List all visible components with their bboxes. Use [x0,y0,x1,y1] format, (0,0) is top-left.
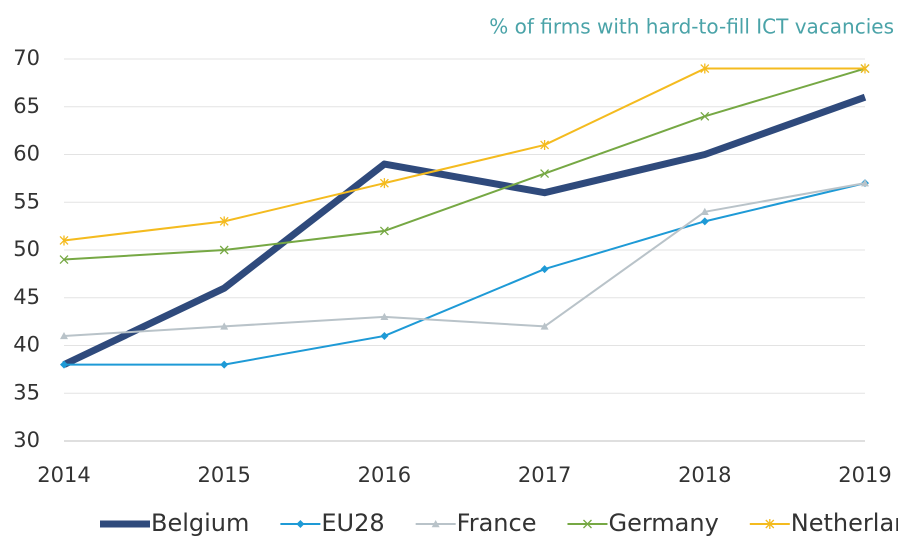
marker [380,312,389,321]
marker [540,169,550,179]
marker [540,265,549,274]
marker [220,360,229,369]
marker [700,63,710,74]
legend-label: Netherlands [791,509,898,537]
y-tick-label: 65 [13,94,40,118]
marker [540,139,550,150]
x-tick-label: 2019 [838,463,891,487]
legend-item: Germany [567,509,719,537]
marker [380,331,389,340]
legend-item: Netherlands [749,509,898,537]
marker [861,179,869,187]
marker [219,245,229,255]
series-line [63,67,865,242]
marker [59,255,69,265]
marker [583,519,592,529]
legend-label: France [457,509,537,537]
legend-label: EU28 [321,509,384,537]
chart-title: % of firms with hard-to-fill ICT vacanci… [489,15,894,39]
marker [60,331,68,340]
series-line [62,93,867,368]
x-tick-label: 2014 [37,463,90,487]
series-line [64,182,866,366]
legend-label: Belgium [151,509,249,537]
x-tick-label: 2018 [678,463,731,487]
marker [379,178,389,189]
marker [296,520,305,528]
y-tick-label: 40 [13,333,40,357]
marker [220,322,229,330]
marker [59,235,69,246]
y-tick-label: 50 [13,237,40,261]
x-tick-label: 2016 [358,463,411,487]
marker [700,207,709,215]
marker [700,217,709,226]
x-tick-label: 2017 [518,463,571,487]
y-tick-label: 30 [13,428,40,452]
series-line [63,182,866,337]
marker [540,322,549,330]
legend-item: France [415,509,537,537]
marker [860,63,870,74]
series-line [63,67,866,261]
y-tick-label: 60 [13,142,40,166]
legend-item: EU28 [280,509,385,537]
y-tick-label: 35 [13,380,40,404]
y-tick-label: 55 [13,189,40,213]
y-tick-label: 70 [13,46,40,70]
marker [765,519,775,529]
legend-label: Germany [608,509,718,537]
legend-item: Belgium [100,509,249,537]
marker [60,360,68,369]
marker [700,111,710,121]
y-tick-label: 45 [13,285,40,309]
marker [431,520,440,528]
marker [219,216,229,227]
marker [379,226,389,236]
x-tick-label: 2015 [197,463,250,487]
